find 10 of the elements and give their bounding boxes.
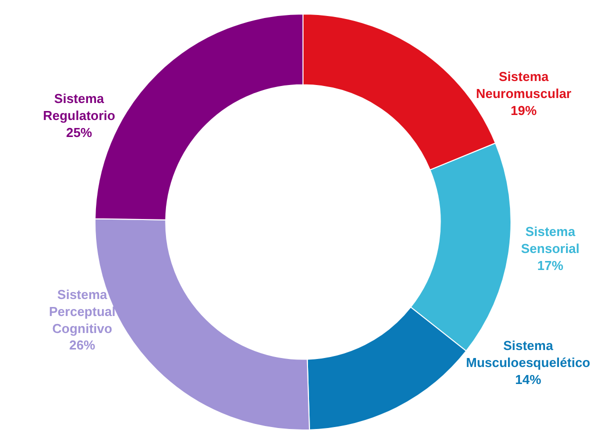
data-label: 14% — [515, 372, 542, 387]
data-label: 25% — [66, 124, 93, 140]
data-label: 26% — [69, 338, 96, 353]
slice-label: Sistema Neuromuscular — [476, 69, 572, 101]
slice-label: Sistema Sensorial — [521, 224, 580, 256]
data-label: 19% — [510, 102, 538, 118]
data-label: 17% — [537, 258, 564, 273]
slice-label: Sistema Musculoesquelético — [466, 338, 590, 370]
slice-label: Sistema Regulatorio — [43, 91, 116, 123]
slice-label: Sistema Perceptual Cognitivo — [49, 287, 116, 336]
